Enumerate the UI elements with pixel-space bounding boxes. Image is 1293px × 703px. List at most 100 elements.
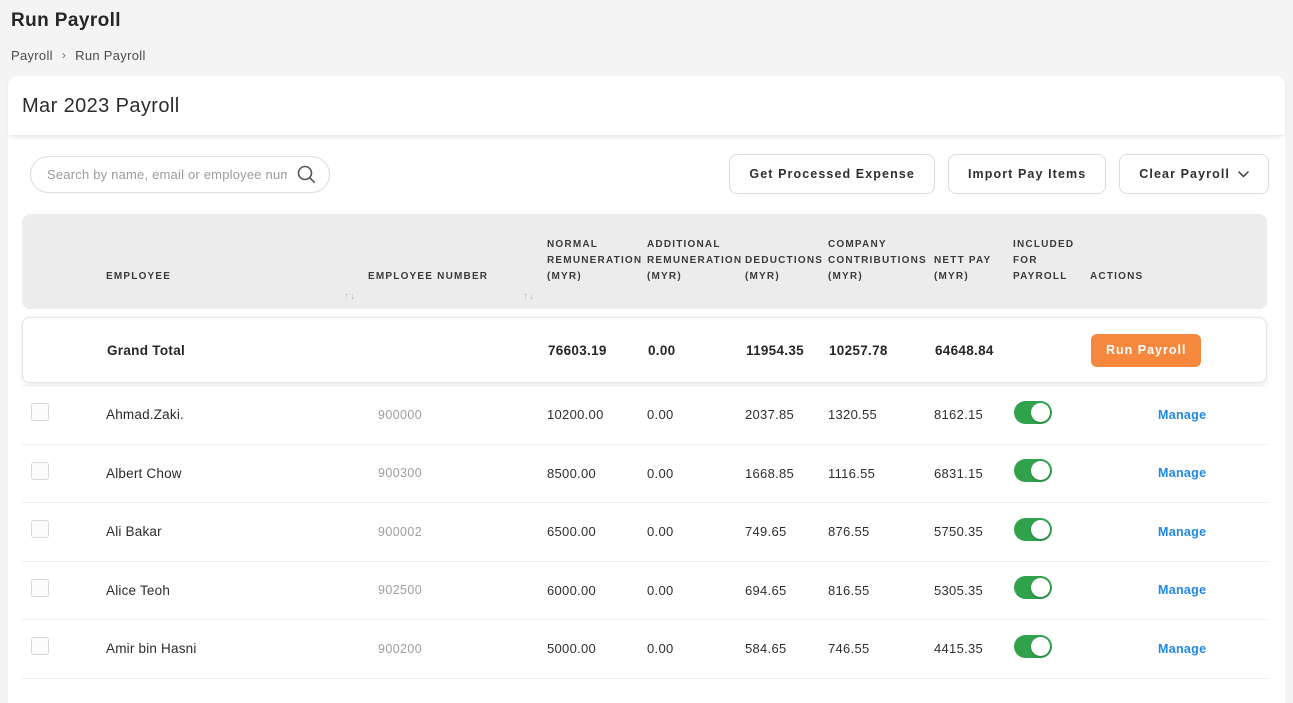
normal-remuneration-value: 10200.00 (547, 407, 604, 423)
included-toggle[interactable] (1014, 459, 1052, 483)
company-contributions-value: 1116.55 (828, 465, 876, 481)
sort-arrows-icon[interactable]: ↑↓ (523, 291, 535, 302)
search-icon (296, 164, 317, 190)
deductions-value: 1668.85 (745, 465, 795, 481)
clear-payroll-button[interactable]: Clear Payroll (1119, 154, 1269, 194)
manage-link[interactable]: Manage (1158, 641, 1207, 656)
employee-name: Alice Teoh (106, 582, 171, 598)
toggle-cell (1013, 576, 1090, 604)
payroll-period-title: Mar 2023 Payroll (22, 95, 180, 117)
employee-number: 900000 (378, 407, 423, 422)
actions-cell: Manage (1090, 464, 1267, 482)
header-employee: EMPLOYEE ↑↓ (106, 269, 368, 302)
toggle-cell (1013, 459, 1090, 487)
toggle-knob (1031, 636, 1050, 656)
grand-total-additional: 0.00 (648, 342, 676, 358)
toggle-cell (1013, 400, 1090, 429)
toggle-knob (1031, 461, 1050, 481)
employee-number: 900300 (378, 466, 423, 481)
additional-remuneration-value: 0.00 (647, 641, 674, 657)
checkbox-cell (22, 578, 106, 602)
row-checkbox[interactable] (31, 520, 49, 539)
included-toggle[interactable] (1014, 576, 1052, 600)
actions-cell: Manage (1090, 406, 1267, 424)
employee-name: Albert Chow (106, 465, 182, 481)
run-payroll-button[interactable]: Run Payroll (1091, 333, 1202, 367)
header-deductions: DEDUCTIONS (MYR) (745, 255, 824, 282)
search-wrap (30, 155, 330, 193)
manage-link[interactable]: Manage (1158, 407, 1207, 422)
actions-cell: Manage (1090, 581, 1267, 599)
row-checkbox[interactable] (31, 637, 49, 656)
normal-remuneration-value: 6500.00 (547, 524, 597, 540)
toggle-cell (1013, 634, 1090, 663)
table-header-row: EMPLOYEE ↑↓ EMPLOYEE NUMBER ↑↓ NORMAL RE… (22, 214, 1267, 309)
card-header: Mar 2023 Payroll (8, 76, 1285, 135)
row-checkbox[interactable] (31, 578, 49, 597)
employee-name: Amir bin Hasni (106, 641, 197, 657)
employee-number: 902500 (378, 583, 423, 598)
sort-arrows-icon[interactable]: ↑↓ (344, 291, 356, 302)
header-normal-remuneration: NORMAL REMUNERATION (MYR) (547, 239, 643, 282)
header-actions: ACTIONS (1090, 271, 1144, 282)
included-toggle[interactable] (1014, 400, 1052, 424)
breadcrumb-parent[interactable]: Payroll (11, 48, 53, 63)
normal-remuneration-value: 5000.00 (547, 641, 597, 657)
chevron-down-icon (1238, 167, 1249, 181)
row-checkbox[interactable] (31, 461, 49, 480)
manage-link[interactable]: Manage (1158, 466, 1207, 481)
chevron-right-icon: › (61, 47, 67, 62)
header-nett-pay: NETT PAY (MYR) (934, 255, 992, 282)
payroll-table: EMPLOYEE ↑↓ EMPLOYEE NUMBER ↑↓ NORMAL RE… (8, 214, 1285, 679)
breadcrumb-current: Run Payroll (75, 48, 146, 63)
deductions-value: 749.65 (745, 524, 787, 540)
checkbox-cell (22, 520, 106, 543)
table-row: Ahmad.Zaki. 900000 10200.00 0.00 2037.85… (22, 386, 1267, 445)
toggle-cell (1013, 517, 1090, 546)
normal-remuneration-value: 6000.00 (547, 582, 597, 598)
company-contributions-value: 876.55 (828, 524, 870, 540)
payroll-card: Mar 2023 Payroll Get Processed Expense I… (8, 76, 1285, 703)
header-employee-label: EMPLOYEE (106, 271, 172, 282)
grand-total-label: Grand Total (107, 342, 186, 358)
grand-total-row: Grand Total 76603.19 0.00 11954.35 10257… (22, 317, 1267, 383)
toolbar: Get Processed Expense Import Pay Items C… (8, 135, 1285, 214)
company-contributions-value: 816.55 (828, 582, 870, 598)
header-included-for-payroll: INCLUDED FOR PAYROLL (1013, 239, 1075, 282)
import-pay-items-button[interactable]: Import Pay Items (947, 154, 1107, 194)
deductions-value: 694.65 (745, 582, 787, 598)
clear-payroll-label: Clear Payroll (1139, 167, 1230, 181)
search-input[interactable] (30, 155, 330, 193)
nett-pay-value: 6831.15 (934, 465, 984, 481)
employee-number: 900200 (378, 641, 423, 656)
header-employee-number-label: EMPLOYEE NUMBER (368, 271, 489, 282)
page-header: Run Payroll Payroll › Run Payroll (0, 0, 1293, 63)
included-toggle[interactable] (1014, 634, 1052, 658)
table-row: Alice Teoh 902500 6000.00 0.00 694.65 81… (22, 561, 1267, 620)
company-contributions-value: 746.55 (828, 641, 870, 657)
header-employee-number: EMPLOYEE NUMBER ↑↓ (368, 269, 547, 302)
checkbox-cell (22, 461, 106, 485)
table-row: Amir bin Hasni 900200 5000.00 0.00 584.6… (22, 620, 1267, 679)
grand-total-actions-cell: Run Payroll (1091, 333, 1266, 367)
grand-total-normal: 76603.19 (548, 342, 607, 358)
toggle-knob (1031, 578, 1050, 598)
table-row: Ali Bakar 900002 6500.00 0.00 749.65 876… (22, 503, 1267, 562)
row-checkbox[interactable] (31, 403, 49, 422)
additional-remuneration-value: 0.00 (647, 465, 674, 481)
header-additional-remuneration: ADDITIONAL REMUNERATION (MYR) (647, 239, 743, 282)
included-toggle[interactable] (1014, 517, 1052, 541)
actions-cell: Manage (1090, 640, 1267, 658)
normal-remuneration-value: 8500.00 (547, 465, 597, 481)
checkbox-cell (22, 403, 106, 426)
additional-remuneration-value: 0.00 (647, 407, 674, 423)
manage-link[interactable]: Manage (1158, 583, 1207, 598)
grand-total-nett: 64648.84 (935, 342, 994, 358)
employee-name: Ahmad.Zaki. (106, 407, 184, 423)
toggle-knob (1031, 402, 1050, 422)
manage-link[interactable]: Manage (1158, 524, 1207, 539)
employee-name: Ali Bakar (106, 524, 162, 540)
company-contributions-value: 1320.55 (828, 407, 878, 423)
get-processed-expense-button[interactable]: Get Processed Expense (729, 154, 935, 194)
header-company-contributions: COMPANY CONTRIBUTIONS (MYR) (828, 239, 927, 282)
